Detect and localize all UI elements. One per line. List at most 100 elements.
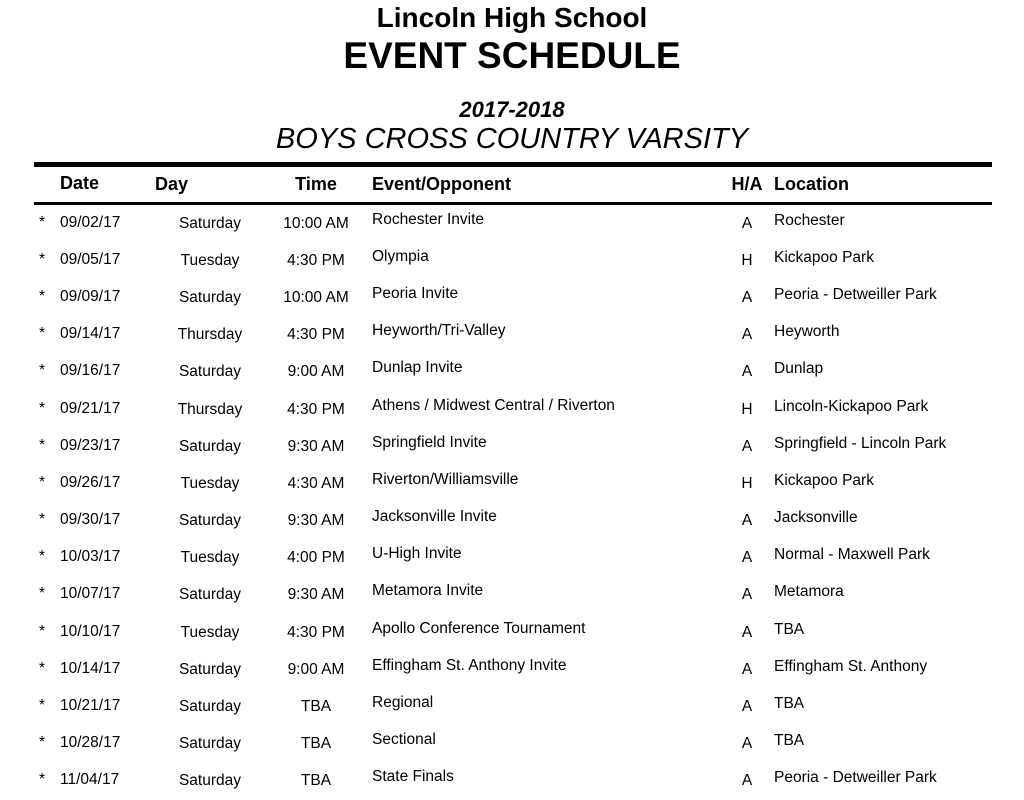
table-row: * 09/02/17 Saturday 10:00 AM Rochester I…: [34, 205, 992, 242]
cell-location: Springfield - Lincoln Park: [774, 434, 947, 452]
table-row: * 09/16/17 Saturday 9:00 AM Dunlap Invit…: [34, 354, 992, 391]
cell-date: 10/03/17: [60, 548, 121, 566]
cell-time: 10:00 AM: [283, 214, 349, 232]
cell-date: 09/09/17: [60, 287, 121, 305]
cell-day: Saturday: [178, 288, 242, 306]
row-marker-asterisk: *: [39, 287, 46, 305]
document-title: EVENT SCHEDULE: [343, 35, 681, 76]
cell-event-opponent: Regional: [372, 694, 434, 712]
cell-location: Effingham St. Anthony: [774, 657, 928, 675]
cell-event-opponent: Springfield Invite: [372, 433, 487, 451]
cell-date: 09/26/17: [60, 473, 121, 491]
row-marker-asterisk: *: [39, 548, 46, 566]
cell-location: Peoria - Detweiller Park: [774, 285, 937, 303]
cell-home-away: A: [741, 772, 753, 790]
cell-day: Tuesday: [180, 549, 240, 567]
column-header-location: Location: [774, 174, 849, 194]
table-row: * 11/04/17 Saturday TBA State Finals A P…: [34, 763, 992, 800]
cell-day: Thursday: [177, 400, 243, 418]
schedule-table: Date Day Time Event/Opponent H/A Locatio…: [34, 162, 992, 800]
cell-time: 4:30 AM: [287, 474, 345, 492]
cell-event-opponent: State Finals: [372, 768, 454, 786]
cell-home-away: A: [741, 735, 753, 753]
cell-day: Saturday: [178, 437, 242, 455]
table-row: * 09/30/17 Saturday 9:30 AM Jacksonville…: [34, 503, 992, 540]
cell-location: Normal - Maxwell Park: [774, 546, 930, 564]
cell-time: 9:00 AM: [287, 660, 345, 678]
cell-location: Lincoln-Kickapoo Park: [774, 397, 929, 415]
cell-event-opponent: Olympia: [372, 247, 429, 265]
row-marker-asterisk: *: [39, 697, 46, 715]
column-header-time: Time: [295, 174, 337, 194]
row-marker-asterisk: *: [39, 771, 46, 789]
cell-location: Heyworth: [774, 323, 840, 341]
season-label: 2017-2018: [459, 97, 565, 122]
cell-date: 10/10/17: [60, 622, 121, 640]
cell-location: Peoria - Detweiller Park: [774, 769, 937, 787]
table-row: * 10/14/17 Saturday 9:00 AM Effingham St…: [34, 651, 992, 688]
table-header-row: Date Day Time Event/Opponent H/A Locatio…: [34, 167, 992, 202]
row-marker-asterisk: *: [39, 436, 46, 454]
cell-time: TBA: [300, 772, 332, 790]
cell-time: 4:30 PM: [287, 400, 345, 418]
cell-day: Saturday: [178, 363, 242, 381]
row-marker-asterisk: *: [39, 362, 46, 380]
cell-time: TBA: [300, 735, 332, 753]
row-marker-asterisk: *: [39, 659, 46, 677]
cell-date: 10/14/17: [60, 659, 121, 677]
row-marker-asterisk: *: [39, 511, 46, 529]
cell-event-opponent: Rochester Invite: [372, 210, 484, 228]
cell-location: Metamora: [774, 583, 844, 601]
cell-day: Saturday: [178, 698, 242, 716]
cell-home-away: A: [741, 512, 753, 530]
cell-day: Saturday: [178, 660, 242, 678]
table-row: * 10/03/17 Tuesday 4:00 PM U-High Invite…: [34, 540, 992, 577]
cell-day: Saturday: [178, 735, 242, 753]
table-row: * 09/23/17 Saturday 9:30 AM Springfield …: [34, 428, 992, 465]
cell-home-away: A: [741, 214, 753, 232]
cell-time: TBA: [300, 698, 332, 716]
cell-event-opponent: U-High Invite: [372, 545, 462, 563]
cell-time: 4:00 PM: [287, 549, 345, 567]
row-marker-asterisk: *: [39, 473, 46, 491]
cell-location: Jacksonville: [774, 509, 858, 527]
cell-home-away: A: [741, 549, 753, 567]
cell-event-opponent: Metamora Invite: [372, 582, 484, 600]
top-rule: [34, 162, 992, 167]
column-header-date: Date: [60, 173, 100, 193]
table-row: * 10/10/17 Tuesday 4:30 PM Apollo Confer…: [34, 614, 992, 651]
cell-home-away: A: [741, 437, 753, 455]
cell-date: 09/05/17: [60, 250, 121, 268]
cell-day: Saturday: [178, 586, 242, 604]
cell-event-opponent: Jacksonville Invite: [372, 508, 497, 526]
cell-date: 09/30/17: [60, 511, 121, 529]
table-row: * 09/21/17 Thursday 4:30 PM Athens / Mid…: [34, 391, 992, 428]
cell-date: 09/14/17: [60, 325, 121, 343]
table-row: * 09/14/17 Thursday 4:30 PM Heyworth/Tri…: [34, 317, 992, 354]
cell-home-away: H: [741, 400, 753, 418]
cell-location: Kickapoo Park: [774, 471, 874, 489]
cell-time: 4:30 PM: [287, 251, 345, 269]
cell-day: Saturday: [178, 214, 242, 232]
row-marker-asterisk: *: [39, 213, 46, 231]
row-marker-asterisk: *: [39, 734, 46, 752]
cell-event-opponent: Effingham St. Anthony Invite: [372, 656, 567, 674]
column-header-event: Event/Opponent: [372, 174, 511, 194]
cell-event-opponent: Heyworth/Tri-Valley: [372, 322, 506, 340]
header-rule: [34, 202, 992, 205]
cell-event-opponent: Apollo Conference Tournament: [372, 619, 586, 637]
row-marker-asterisk: *: [39, 325, 46, 343]
cell-date: 09/23/17: [60, 436, 121, 454]
school-name: Lincoln High School: [376, 2, 648, 33]
cell-location: TBA: [774, 620, 805, 638]
cell-home-away: A: [741, 698, 753, 716]
cell-day: Thursday: [177, 326, 243, 344]
cell-time: 9:00 AM: [287, 363, 345, 381]
column-header-day: Day: [155, 174, 189, 194]
cell-time: 10:00 AM: [283, 288, 349, 306]
cell-home-away: A: [741, 288, 753, 306]
row-marker-asterisk: *: [39, 250, 46, 268]
cell-location: Rochester: [774, 211, 845, 229]
cell-home-away: H: [741, 251, 753, 269]
